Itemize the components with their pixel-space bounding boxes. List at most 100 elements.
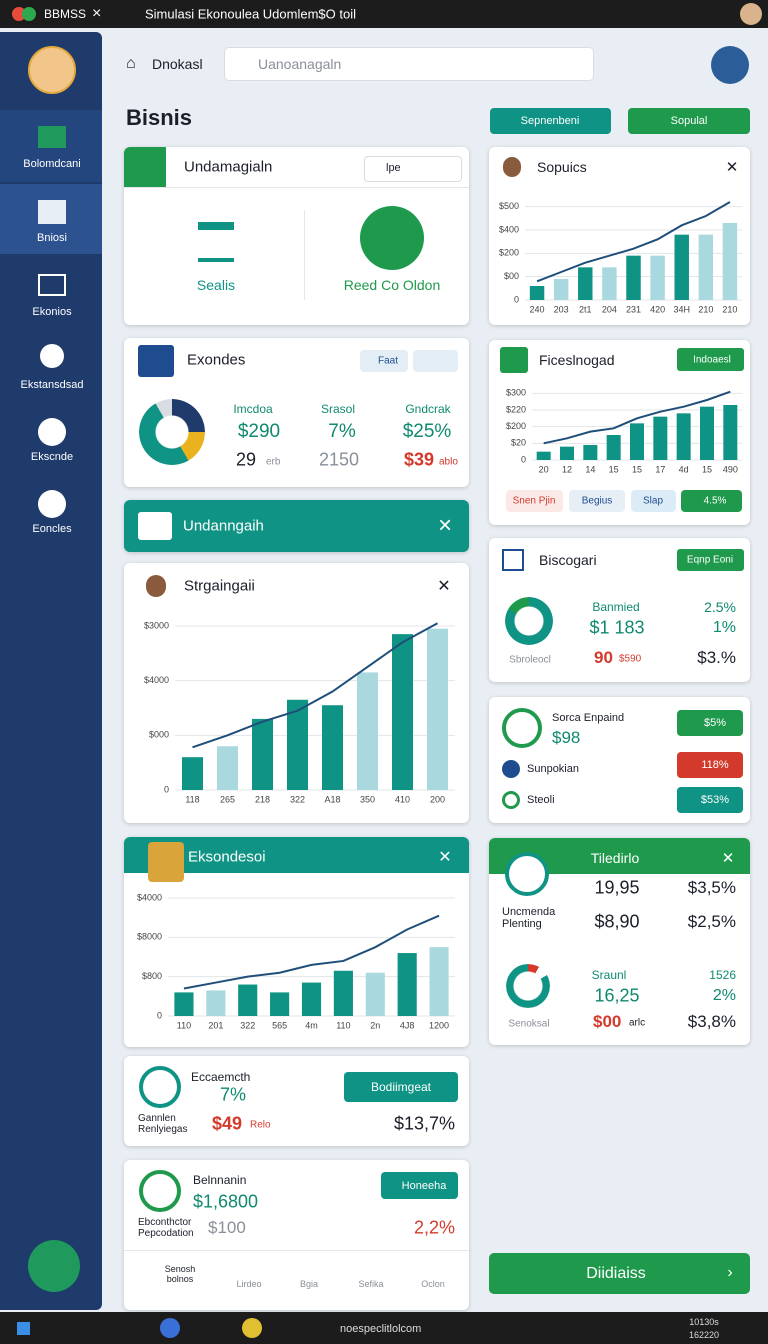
stat-note: ablo: [439, 456, 458, 468]
header-avatar[interactable]: [711, 46, 749, 84]
dropdown[interactable]: [413, 350, 458, 372]
close-icon[interactable]: ✕: [721, 850, 735, 867]
taskbar: [0, 1312, 768, 1344]
nav-label[interactable]: Eoncles: [32, 523, 72, 535]
donut-chart: [139, 399, 205, 465]
window-title: Simulasi Ekonoulea Udomlem$O toil: [145, 6, 356, 22]
nav-icon: [38, 200, 66, 224]
value: $8,90: [594, 911, 640, 932]
fab-button[interactable]: [28, 1240, 80, 1292]
home-icon[interactable]: ⌂: [126, 55, 136, 72]
action-button[interactable]: [489, 1253, 750, 1294]
taskbar-label[interactable]: noespeclitlolcom: [340, 1323, 422, 1335]
label: Ebconthctor Pepcodation: [138, 1217, 194, 1239]
chevron[interactable]: ›: [727, 1264, 733, 1281]
dropdown-label[interactable]: lpe: [386, 162, 401, 174]
user-avatar[interactable]: [740, 3, 762, 25]
card-title: Eccaemcth: [191, 1070, 251, 1084]
label: Banmied: [592, 600, 640, 614]
start-button[interactable]: [17, 1322, 30, 1335]
button[interactable]: [677, 348, 744, 371]
button[interactable]: [677, 549, 744, 571]
close-icon[interactable]: ✕: [438, 849, 452, 866]
taskbar-app[interactable]: [242, 1318, 262, 1338]
tab-close[interactable]: ×: [92, 5, 102, 22]
pill[interactable]: [677, 787, 743, 813]
price: $100: [208, 1218, 246, 1237]
stat-sub: 2150: [318, 449, 360, 470]
close-icon[interactable]: ✕: [437, 515, 453, 536]
percent: 7%: [220, 1084, 247, 1105]
button-label[interactable]: Honeeha: [401, 1180, 447, 1192]
button-label[interactable]: Indoaesl: [693, 354, 731, 366]
pill[interactable]: [569, 490, 625, 512]
pill[interactable]: [681, 490, 742, 512]
banner[interactable]: [124, 500, 469, 552]
pill-label[interactable]: $5%: [703, 717, 727, 729]
close-icon[interactable]: ✕: [725, 159, 739, 176]
label: Senoksal: [508, 1018, 550, 1030]
value: 90: [594, 648, 613, 667]
stat-sub: $39: [404, 449, 435, 470]
button-label[interactable]: Sepnenbeni: [520, 115, 580, 127]
nav-label[interactable]: Bolomdcani: [23, 158, 81, 170]
search-box[interactable]: [224, 47, 594, 81]
card-icon: [502, 549, 524, 571]
pill[interactable]: [677, 710, 743, 736]
pill[interactable]: [506, 490, 563, 512]
search-placeholder[interactable]: Uanoanagaln: [258, 56, 342, 72]
pill-label[interactable]: 118%: [701, 759, 729, 771]
taskbar-app[interactable]: [160, 1318, 180, 1338]
close-icon[interactable]: ✕: [437, 578, 451, 595]
menu-icon[interactable]: [124, 147, 166, 187]
item-label: Steoli: [527, 794, 555, 806]
bottom-nav-item[interactable]: Lirdeo: [236, 1279, 262, 1289]
bottom-nav-item[interactable]: Bgia: [299, 1279, 319, 1289]
button-label[interactable]: Eqnp Eoni: [686, 554, 734, 566]
profile-avatar[interactable]: [28, 46, 76, 94]
nav-icon: [38, 274, 66, 296]
dropdown[interactable]: [364, 156, 462, 182]
button[interactable]: [628, 108, 750, 134]
browser-icon: [22, 7, 36, 21]
pill-label[interactable]: Snen Pjin: [512, 495, 556, 507]
nav-label[interactable]: Ekstansdsad: [20, 379, 84, 391]
pill-label[interactable]: Begius: [581, 495, 613, 507]
card: [124, 563, 469, 823]
page-title: Bisnis: [126, 105, 193, 130]
item-label: Sunpokian: [527, 763, 579, 775]
button-label[interactable]: Bodiimgeat: [370, 1080, 432, 1094]
home-link[interactable]: Dnokasl: [152, 56, 203, 72]
value: $3,8%: [687, 1012, 736, 1031]
bottom-nav-item[interactable]: Oclon: [421, 1279, 445, 1289]
pill[interactable]: [677, 752, 743, 778]
item-label[interactable]: Sealis: [196, 277, 236, 293]
bottom-nav-item[interactable]: Sefika: [358, 1279, 384, 1289]
button-label[interactable]: Sopulal: [670, 115, 708, 127]
pill-label[interactable]: $53%: [700, 794, 730, 806]
button[interactable]: [381, 1172, 458, 1199]
nav-label[interactable]: Ekonios: [32, 306, 72, 318]
card-title: Biscogari: [539, 552, 597, 568]
action-label[interactable]: Diidiaiss: [586, 1265, 646, 1282]
stat-note: erb: [266, 456, 281, 468]
button[interactable]: [360, 350, 408, 372]
nav-icon: [40, 344, 64, 368]
bottom-nav-item[interactable]: Senosh bolnos: [164, 1264, 196, 1284]
button-label[interactable]: Faat: [377, 355, 399, 367]
nav-label[interactable]: Bniosi: [37, 232, 67, 244]
stat-value: 7%: [328, 421, 356, 442]
pill-label[interactable]: Slap: [642, 495, 664, 507]
card-title: Undamagialn: [184, 158, 273, 176]
tab-label[interactable]: BBMSS: [44, 7, 87, 21]
pill-label[interactable]: 4.5%: [703, 495, 727, 507]
nav-label[interactable]: Ekscnde: [30, 451, 74, 463]
label: Sraunl: [591, 968, 627, 982]
card-title: Strgaingaii: [184, 577, 255, 595]
button[interactable]: [490, 108, 611, 134]
brand-icon: [360, 206, 424, 270]
item-label[interactable]: Reed Co Oldon: [343, 277, 441, 293]
value: $3.%: [697, 648, 736, 667]
pill[interactable]: [631, 490, 676, 512]
button[interactable]: [344, 1072, 458, 1102]
